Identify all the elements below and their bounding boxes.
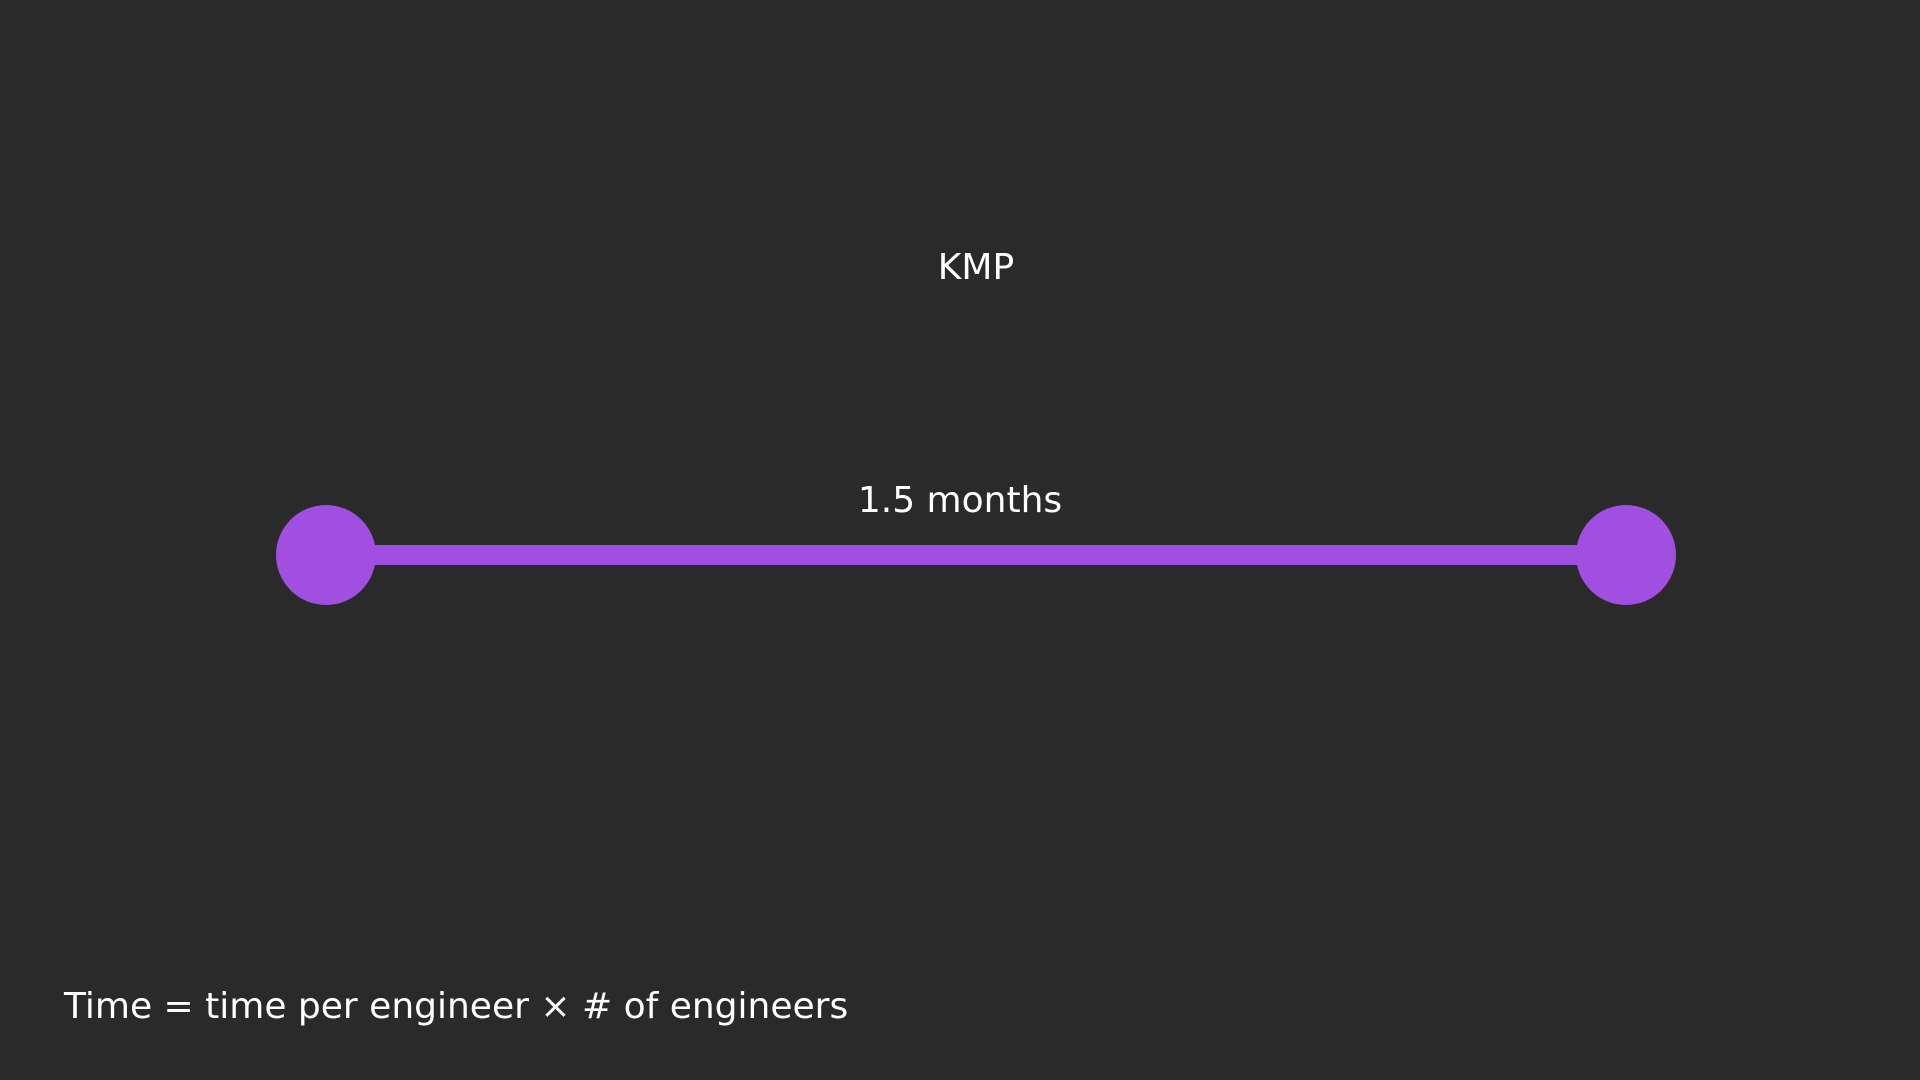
- timeline-start: [276, 505, 376, 605]
- timeline-label: 1.5 months: [858, 480, 1062, 521]
- timeline-end: [1576, 505, 1676, 605]
- footer-formula: Time = time per engineer × # of engineer…: [63, 986, 848, 1027]
- slide-title: KMP: [938, 247, 1014, 288]
